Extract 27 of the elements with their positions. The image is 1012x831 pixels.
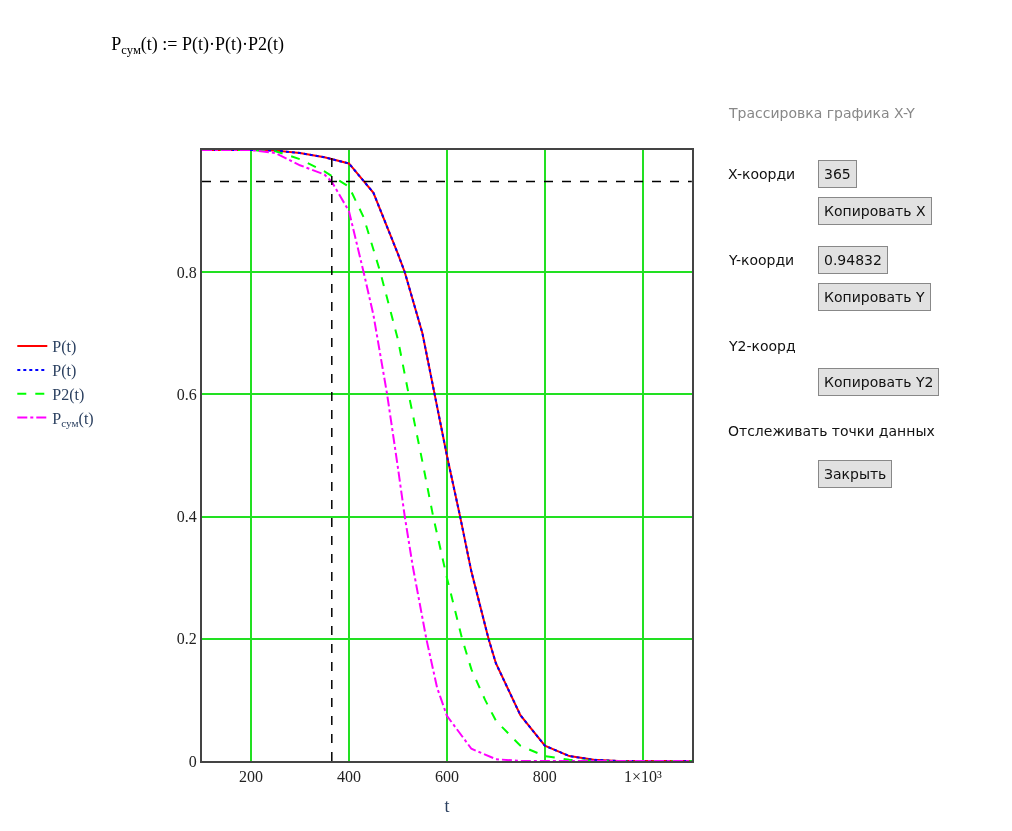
- legend-label: P(t): [52, 362, 77, 381]
- text: X-коорди: [728, 166, 796, 182]
- legend-label: P2(t): [52, 385, 85, 404]
- text: 0.94832: [824, 252, 882, 268]
- y-tick-label: 0: [188, 752, 197, 770]
- y-tick-label: 0.8: [176, 263, 197, 281]
- legend-label: P(t): [52, 338, 77, 357]
- legend-label: P$_{сум}$(t): [52, 409, 94, 430]
- text: 365: [824, 166, 851, 182]
- y-tick-label: 0.4: [176, 508, 197, 526]
- text: Y2-коорд: [728, 338, 796, 354]
- x-tick-label: 600: [434, 768, 459, 786]
- x-axis-title: t: [444, 795, 450, 816]
- text: Y-коорди: [728, 252, 795, 268]
- text: Копировать Y: [824, 289, 925, 305]
- x-tick-label: 1×10³: [623, 768, 662, 786]
- text: Копировать X: [824, 203, 926, 219]
- text: Закрыть: [824, 466, 887, 482]
- y-tick-label: 0.6: [176, 386, 197, 403]
- x-tick-label: 800: [532, 768, 557, 786]
- text: Трассировка графика X-Y: [728, 105, 916, 121]
- chart-title: P$_{сум}$(t) := P(t)·P(t)·P2(t): [111, 33, 285, 57]
- y-tick-label: 0.2: [176, 630, 197, 648]
- text: Копировать Y2: [824, 374, 934, 390]
- x-tick-label: 400: [336, 768, 361, 786]
- text: Отслеживать точки данных: [728, 423, 935, 439]
- x-tick-label: 200: [238, 768, 263, 786]
